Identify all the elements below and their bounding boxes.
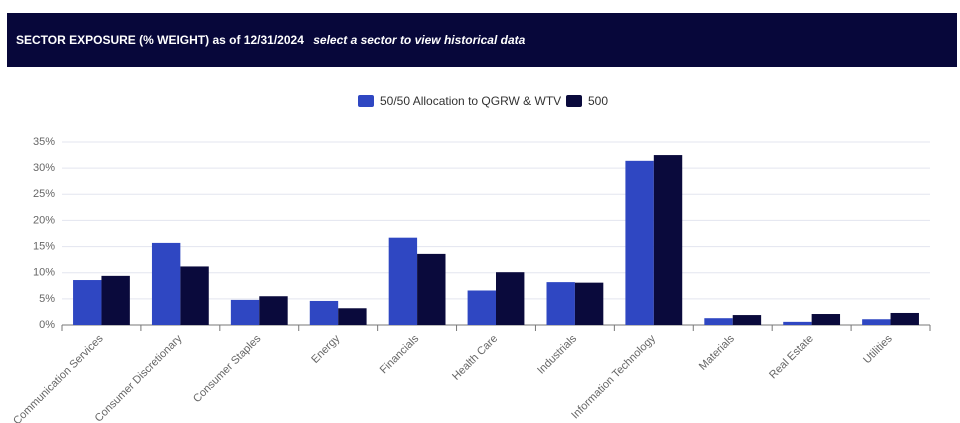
bar[interactable] [73,280,102,325]
y-tick-label: 10% [33,267,55,279]
chart-title: SECTOR EXPOSURE (% WEIGHT) as of 12/31/2… [16,33,304,47]
bar[interactable] [546,282,575,325]
y-tick-label: 0% [39,319,55,331]
bar[interactable] [338,308,367,325]
bar[interactable] [230,299,260,325]
x-tick-label[interactable]: Real Estate [767,333,816,382]
x-tick-label[interactable]: Materials [697,332,737,372]
y-tick-label: 25% [33,188,55,200]
legend-swatch[interactable] [566,95,582,107]
x-tick-label[interactable]: Energy [309,332,342,365]
chart-subtitle: select a sector to view historical data [313,33,525,47]
bar[interactable] [862,319,891,325]
bar[interactable] [259,296,288,325]
x-tick-label[interactable]: Utilities [861,332,895,366]
bar[interactable] [704,318,733,325]
y-tick-label: 35% [33,136,55,148]
bar[interactable] [732,315,762,325]
bar[interactable] [653,155,683,325]
bar[interactable] [467,290,496,325]
bar[interactable] [388,237,418,325]
x-tick-label[interactable]: Information Technology [569,332,658,421]
bar[interactable] [180,266,209,325]
x-tick-label[interactable]: Consumer Discretionary [93,332,185,423]
y-tick-label: 5% [39,293,55,305]
y-tick-label: 15% [33,240,55,252]
x-tick-label[interactable]: Health Care [450,333,500,383]
x-tick-label[interactable]: Financials [378,332,422,376]
bar[interactable] [890,312,919,325]
legend-label[interactable]: 500 [588,94,608,108]
header: SECTOR EXPOSURE (% WEIGHT) as of 12/31/2… [16,33,526,47]
header-bar [7,13,957,67]
bar[interactable] [151,242,181,325]
x-tick-label[interactable]: Consumer Staples [191,332,264,405]
bar[interactable] [417,253,446,325]
bar[interactable] [574,282,604,325]
x-tick-label[interactable]: Communication Services [11,332,106,423]
bar[interactable] [496,272,525,325]
bar[interactable] [625,160,654,325]
y-tick-label: 20% [33,214,55,226]
legend-label[interactable]: 50/50 Allocation to QGRW & WTV [380,94,561,108]
y-tick-label: 30% [33,162,55,174]
bar[interactable] [811,314,841,325]
bar[interactable] [783,321,812,325]
x-tick-label[interactable]: Industrials [535,332,579,376]
bar[interactable] [101,275,130,325]
bar[interactable] [309,300,339,325]
legend-swatch[interactable] [358,95,374,107]
